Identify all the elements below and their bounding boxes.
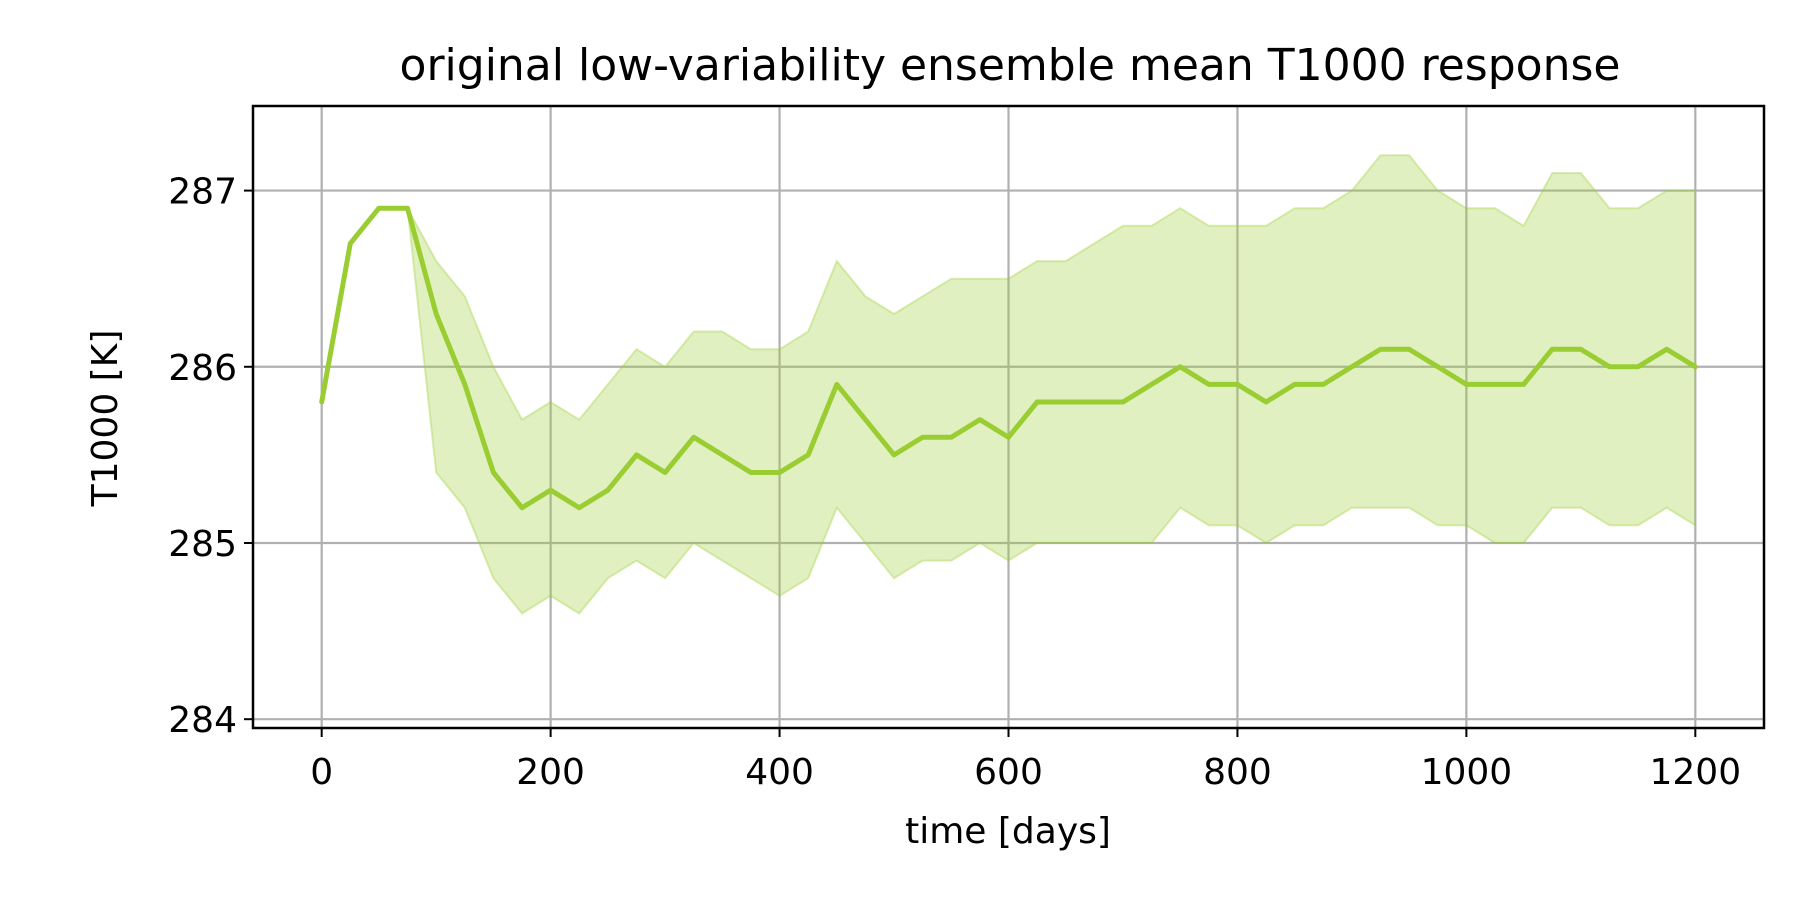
mean-line xyxy=(319,205,1698,511)
x-tick-label: 200 xyxy=(516,752,585,793)
x-tick-label: 600 xyxy=(974,752,1043,793)
upper-bound-line xyxy=(320,154,1696,422)
spread-band xyxy=(321,155,1696,614)
x-axis-label: time [days] xyxy=(905,811,1111,852)
chart-title: original low-variability ensemble mean T… xyxy=(400,40,1621,91)
y-tick-label: 284 xyxy=(168,700,237,741)
y-axis-label: T1000 [K] xyxy=(85,330,126,508)
x-tick-label: 0 xyxy=(310,752,333,793)
lower-bound-line xyxy=(320,207,1696,615)
x-tick-label: 1200 xyxy=(1650,752,1742,793)
plot-area xyxy=(319,154,1698,615)
x-tick-label: 800 xyxy=(1203,752,1272,793)
x-tick-label: 1000 xyxy=(1421,752,1513,793)
y-tick-label: 285 xyxy=(168,524,237,565)
x-tick-label: 400 xyxy=(745,752,814,793)
y-tick-label: 287 xyxy=(168,172,237,213)
y-tick-label: 286 xyxy=(168,348,237,389)
axis-ticks: 0 200 400 600 800 1000 1200 284 285 286 287 xyxy=(168,172,1741,793)
grid-lines xyxy=(253,106,1764,728)
